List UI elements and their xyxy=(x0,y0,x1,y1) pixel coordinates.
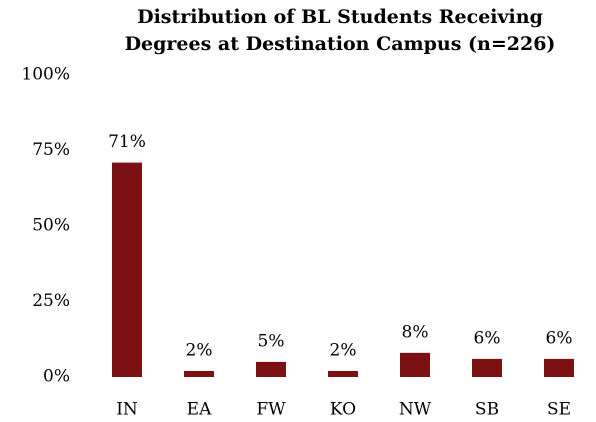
y-tick-label: 100% xyxy=(21,65,70,85)
bar xyxy=(400,352,430,377)
bar xyxy=(184,370,214,377)
bar xyxy=(472,358,502,377)
data-label: 2% xyxy=(186,340,213,360)
x-tick-label: KO xyxy=(330,400,356,420)
x-tick-label: NW xyxy=(399,400,432,420)
y-tick-label: 50% xyxy=(32,216,70,236)
bar xyxy=(256,361,286,377)
y-tick-label: 25% xyxy=(32,291,70,311)
x-tick-label: EA xyxy=(187,400,212,420)
data-label: 6% xyxy=(474,328,501,348)
data-label: 6% xyxy=(546,328,573,348)
data-label: 8% xyxy=(402,322,429,342)
data-label: 5% xyxy=(258,331,285,351)
chart-title: Distribution of BL Students Receiving De… xyxy=(124,6,556,55)
bar xyxy=(328,370,358,377)
bar xyxy=(544,358,574,377)
x-tick-label: FW xyxy=(256,400,286,420)
data-label: 71% xyxy=(108,132,146,152)
data-label: 2% xyxy=(330,340,357,360)
bar xyxy=(112,162,142,377)
x-tick-label: SB xyxy=(475,400,499,420)
y-tick-label: 75% xyxy=(32,140,70,160)
y-tick-label: 0% xyxy=(43,367,70,387)
x-tick-label: SE xyxy=(547,400,571,420)
x-tick-label: IN xyxy=(116,400,138,420)
